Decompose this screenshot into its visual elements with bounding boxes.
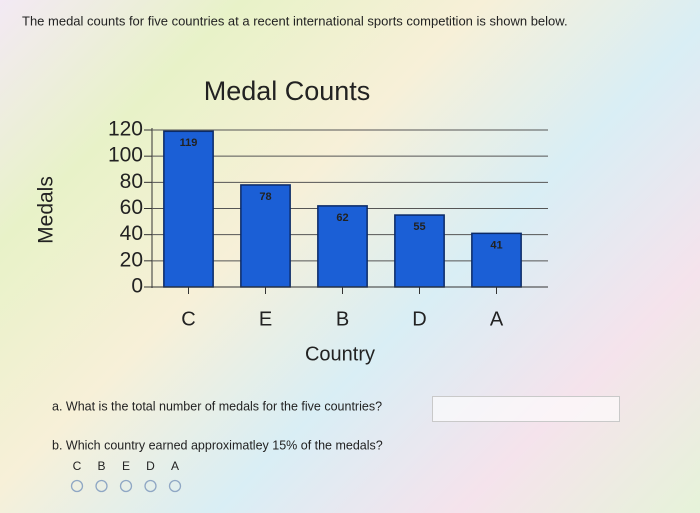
y-axis-label: Medals: [35, 176, 58, 244]
bar: [163, 130, 214, 288]
data-label: 78: [259, 191, 271, 203]
option-label: D: [146, 459, 155, 473]
question-b: b. Which country earned approximatley 15…: [52, 438, 383, 452]
x-tick-label: C: [181, 308, 195, 330]
bar: [471, 232, 522, 288]
radio-button[interactable]: [168, 479, 182, 493]
data-label: 55: [413, 221, 425, 233]
data-label: 62: [336, 212, 348, 224]
y-tick-label: 80: [120, 170, 143, 193]
question-a: a. What is the total number of medals fo…: [52, 399, 382, 413]
y-tick-label: 60: [120, 196, 143, 219]
y-tick-label: 100: [108, 144, 143, 167]
answer-input[interactable]: [432, 396, 620, 422]
bar: [394, 214, 445, 288]
x-tick-label: A: [490, 308, 504, 330]
prompt: The medal counts for five countries at a…: [22, 13, 568, 28]
chart-title: Medal Counts: [204, 76, 371, 106]
y-tick-label: 40: [120, 222, 143, 245]
y-tick-label: 0: [131, 275, 143, 298]
option-label: C: [73, 459, 82, 473]
option-label: B: [97, 459, 105, 473]
bar: [317, 205, 368, 288]
option-label: A: [171, 459, 179, 473]
x-axis-label: Country: [305, 343, 375, 365]
option-label: E: [122, 459, 130, 473]
radio-button[interactable]: [70, 479, 84, 493]
y-tick-label: 20: [120, 248, 143, 271]
radio-button[interactable]: [95, 479, 108, 493]
radio-button[interactable]: [144, 479, 157, 493]
radio-button[interactable]: [119, 479, 133, 493]
x-tick-label: E: [259, 308, 272, 330]
y-tick-label: 120: [108, 118, 143, 141]
data-label: 119: [180, 137, 198, 149]
x-tick-label: B: [336, 308, 349, 330]
data-label: 41: [490, 239, 502, 251]
x-tick-label: D: [412, 308, 426, 330]
